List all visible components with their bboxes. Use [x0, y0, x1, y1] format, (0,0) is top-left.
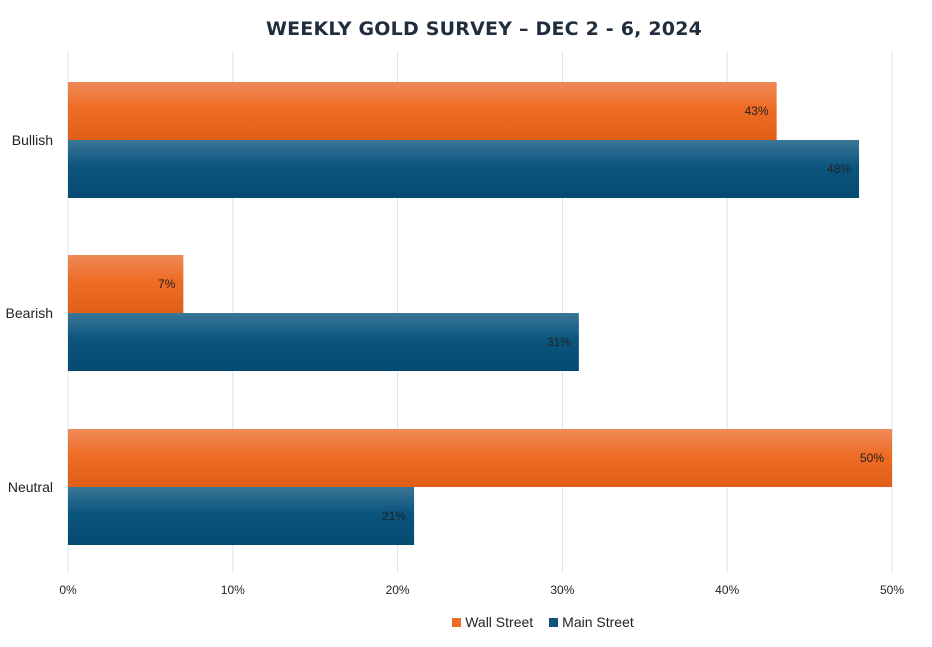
- bar-wall-street-neutral: [68, 429, 892, 487]
- x-tick-label: 10%: [221, 583, 245, 597]
- category-label-neutral: Neutral: [8, 479, 53, 495]
- legend-swatch-main-street: [549, 617, 559, 627]
- x-tick-label: 40%: [715, 583, 739, 597]
- category-label-bullish: Bullish: [12, 132, 53, 148]
- data-label: 31%: [547, 335, 571, 349]
- x-tick-label: 20%: [386, 583, 410, 597]
- chart-title: WEEKLY GOLD SURVEY – DEC 2 - 6, 2024: [265, 18, 703, 40]
- bar-wall-street-bullish: [68, 82, 777, 140]
- bar-main-street-neutral: [68, 487, 415, 545]
- bar-main-street-bearish: [68, 313, 579, 371]
- data-label: 7%: [158, 277, 176, 291]
- x-tick-label: 0%: [59, 583, 77, 597]
- x-tick-label: 30%: [550, 583, 574, 597]
- category-label-bearish: Bearish: [6, 305, 53, 321]
- bar-wall-street-bearish: [68, 255, 184, 313]
- x-tick-label: 50%: [880, 583, 904, 597]
- legend: Wall Street Main Street: [0, 614, 932, 630]
- bar-main-street-bullish: [68, 140, 860, 198]
- data-label: 48%: [827, 162, 851, 176]
- data-label: 50%: [860, 451, 884, 465]
- legend-label-main-street: Main Street: [562, 614, 634, 630]
- legend-swatch-wall-street: [452, 617, 462, 627]
- legend-label-wall-street: Wall Street: [465, 614, 534, 630]
- data-label: 43%: [745, 104, 769, 118]
- legend-item-main-street: Main Street: [549, 614, 634, 630]
- data-label: 21%: [382, 509, 406, 523]
- legend-item-wall-street: Wall Street: [452, 614, 533, 630]
